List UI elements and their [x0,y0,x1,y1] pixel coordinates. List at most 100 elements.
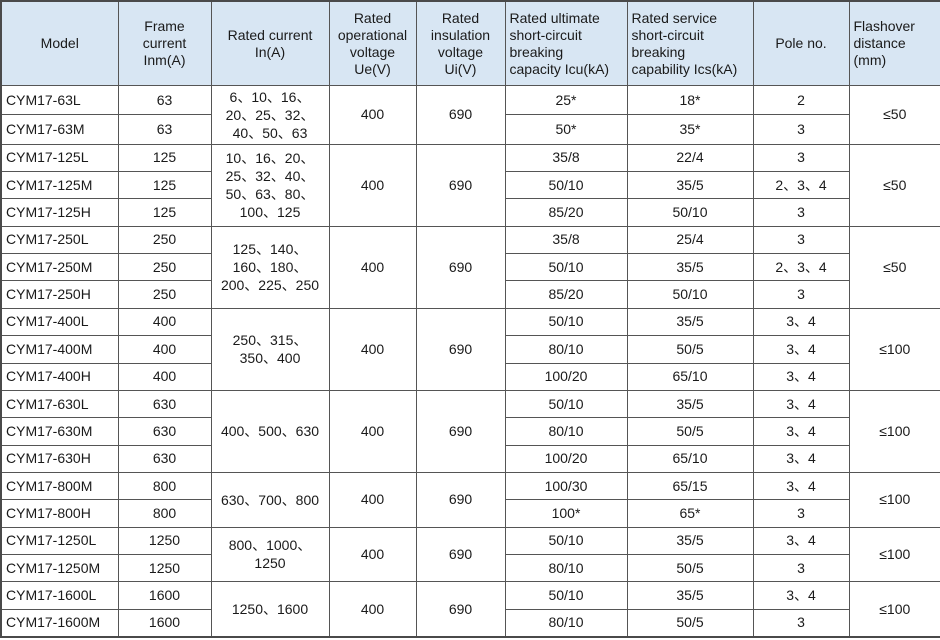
ics-cell: 35/5 [626,253,754,282]
icu-cell: 50/10 [504,581,628,610]
pole-no-cell: 3 [752,198,850,227]
model-cell: CYM17-125M [0,171,119,200]
model-cell: CYM17-400M [0,335,119,364]
pole-no-cell: 3、4 [752,471,850,501]
pole-no-cell: 2、3、4 [752,171,850,200]
icu-cell: 80/10 [504,335,628,364]
model-cell: CYM17-63L [0,84,119,116]
table-row: CYM17-250H 250 85/20 50/10 3 [0,280,940,309]
insulation-voltage-cell: 690 [415,225,506,309]
header-flashover: Flashover distance (mm) [848,0,940,86]
table-row: CYM17-63M 63 50* 35* 3 [0,114,940,145]
frame-current-cell: 250 [117,280,212,309]
rated-current-cell: 250、315、350、400 [210,307,330,391]
header-model: Model [0,0,119,86]
ics-cell: 35/5 [626,171,754,200]
pole-no-cell: 3 [752,114,850,145]
table-row: CYM17-1600L 1600 1250、1600 400 690 50/10 35/5 3… [0,581,940,638]
insulation-voltage-cell: 690 [415,389,506,473]
operational-voltage-cell: 400 [328,526,417,583]
icu-cell: 85/20 [504,198,628,227]
pole-no-cell: 3、4 [752,307,850,337]
ics-cell: 50/5 [626,417,754,446]
table-row: CYM17-1250M 1250 80/10 50/5 3 [0,553,940,583]
icu-cell: 50/10 [504,253,628,282]
header-insulation-voltage: Rated insulation voltage Ui(V) [415,0,506,86]
model-cell: CYM17-250H [0,280,119,309]
frame-current-cell: 630 [117,389,212,419]
rated-current-cell: 10、16、20、25、32、40、50、63、80、100、125 [210,143,330,227]
operational-voltage-cell: 400 [328,225,417,309]
icu-cell: 80/10 [504,553,628,583]
operational-voltage-cell: 400 [328,471,417,528]
pole-no-cell: 3 [752,225,850,255]
frame-current-cell: 1250 [117,526,212,555]
frame-current-cell: 400 [117,362,212,391]
header-service-breaking: Rated service short-circuit breaking cap… [626,0,754,86]
icu-cell: 50/10 [504,171,628,200]
frame-current-cell: 125 [117,198,212,227]
pole-no-cell: 3、4 [752,526,850,555]
table-row: CYM17-125M 125 50/10 35/5 2、3、4 [0,171,940,200]
frame-current-cell: 125 [117,171,212,200]
header-frame-current: Frame current Inm(A) [117,0,212,86]
rated-current-cell: 800、1000、1250 [210,526,330,583]
frame-current-cell: 630 [117,444,212,473]
ics-cell: 35/5 [626,581,754,610]
ics-cell: 65/15 [626,471,754,501]
flashover-cell: ≤50 [848,143,940,227]
table-row: CYM17-400H 400 100/20 65/10 3、4 [0,362,940,391]
operational-voltage-cell: 400 [328,143,417,227]
icu-cell: 50/10 [504,307,628,337]
frame-current-cell: 250 [117,253,212,282]
rated-current-cell: 1250、1600 [210,581,330,638]
ics-cell: 65/10 [626,444,754,473]
model-cell: CYM17-250L [0,225,119,255]
flashover-cell: ≤100 [848,389,940,473]
model-cell: CYM17-125H [0,198,119,227]
table-row: CYM17-250M 250 50/10 35/5 2、3、4 [0,253,940,282]
frame-current-cell: 63 [117,84,212,116]
table-row: CYM17-630H 630 100/20 65/10 3、4 [0,444,940,473]
frame-current-cell: 630 [117,417,212,446]
insulation-voltage-cell: 690 [415,307,506,391]
rated-current-cell: 630、700、800 [210,471,330,528]
icu-cell: 50/10 [504,389,628,419]
flashover-cell: ≤100 [848,471,940,528]
model-cell: CYM17-630L [0,389,119,419]
model-cell: CYM17-400H [0,362,119,391]
ics-cell: 35* [626,114,754,145]
model-cell: CYM17-400L [0,307,119,337]
model-cell: CYM17-800M [0,471,119,501]
frame-current-cell: 400 [117,335,212,364]
pole-no-cell: 3 [752,553,850,583]
table-row: CYM17-630M 630 80/10 50/5 3、4 [0,417,940,446]
insulation-voltage-cell: 690 [415,526,506,583]
model-cell: CYM17-250M [0,253,119,282]
icu-cell: 80/10 [504,608,628,638]
header-operational-voltage: Rated operational voltage Ue(V) [328,0,417,86]
ics-cell: 50/5 [626,608,754,638]
ics-cell: 65* [626,499,754,528]
table-body: CYM17-63L 63 6、10、16、20、25、32、40、50、63 400 6… [0,84,940,638]
model-cell: CYM17-1600M [0,608,119,638]
header-row: Model Frame current Inm(A) Rated current… [0,0,940,86]
ics-cell: 50/5 [626,335,754,364]
table-header: Model Frame current Inm(A) Rated current… [0,0,940,86]
frame-current-cell: 400 [117,307,212,337]
table-row: CYM17-1600M 1600 80/10 50/5 3 [0,608,940,638]
header-rated-current: Rated current In(A) [210,0,330,86]
header-ultimate-breaking: Rated ultimate short-circuit breaking ca… [504,0,628,86]
operational-voltage-cell: 400 [328,307,417,391]
flashover-cell: ≤50 [848,85,940,145]
model-cell: CYM17-800H [0,499,119,528]
table-row: CYM17-1250L 1250 800、1000、1250 400 690 50/10 3… [0,526,940,583]
header-pole-no: Pole no. [752,0,850,86]
frame-current-cell: 63 [117,114,212,145]
rated-current-cell: 125、140、160、180、200、225、250 [210,225,330,309]
table-row: CYM17-250L 250 125、140、160、180、200、225、250… [0,225,940,309]
table-row: CYM17-630L 630 400、500、630 400 690 50/10 35/5 3… [0,389,940,473]
ics-cell: 25/4 [626,225,754,255]
icu-cell: 100/20 [504,362,628,391]
